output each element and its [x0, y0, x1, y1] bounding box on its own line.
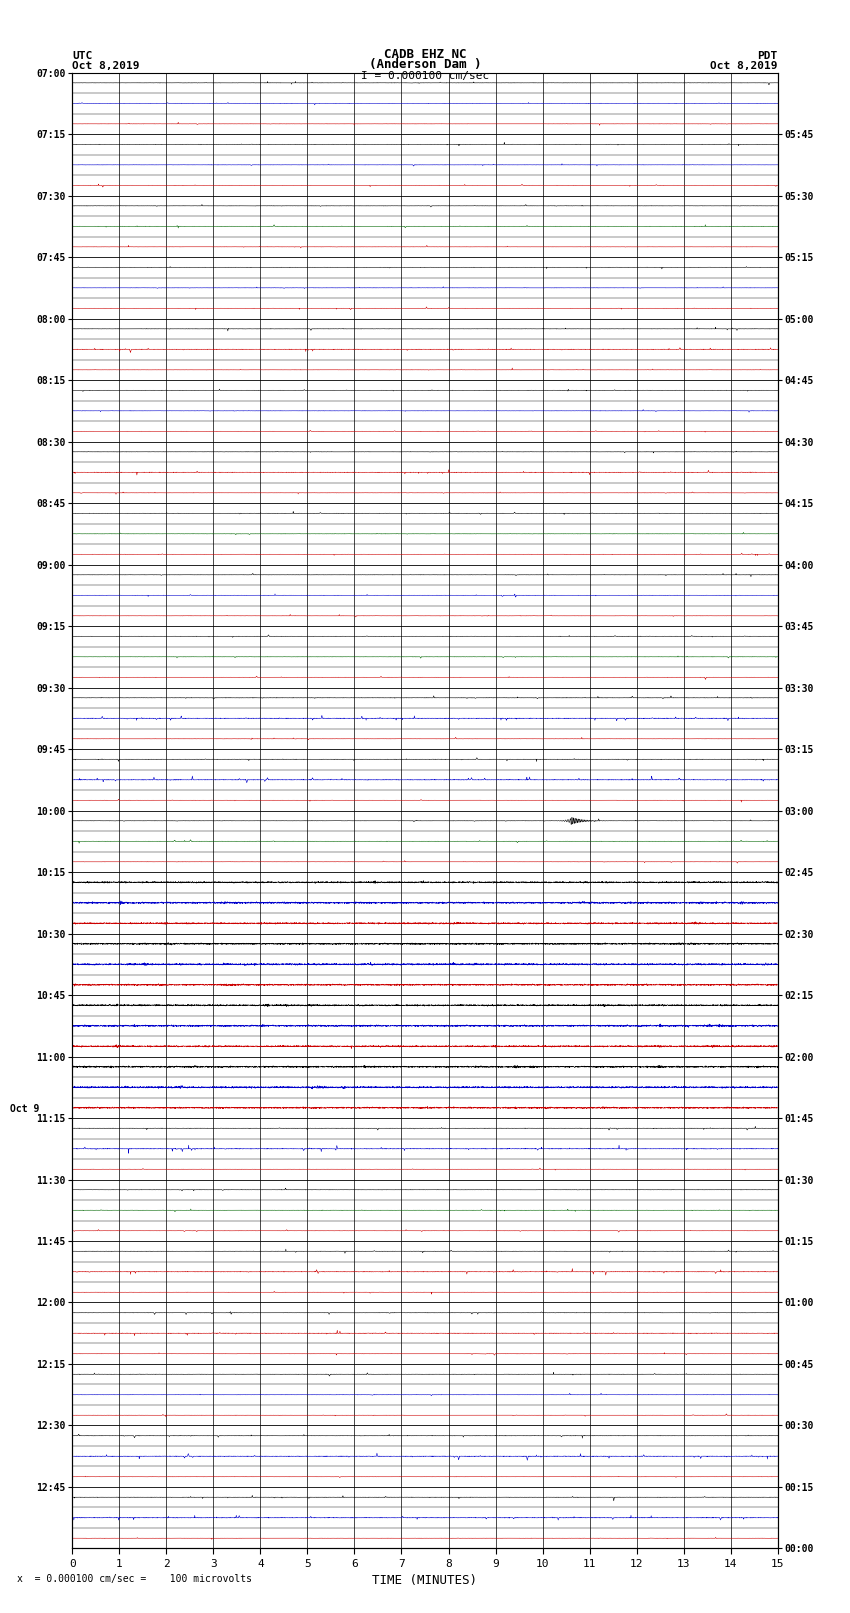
Text: (Anderson Dam ): (Anderson Dam ) — [369, 58, 481, 71]
Text: CADB EHZ NC: CADB EHZ NC — [383, 48, 467, 61]
Text: I = 0.000100 cm/sec: I = 0.000100 cm/sec — [361, 71, 489, 81]
X-axis label: TIME (MINUTES): TIME (MINUTES) — [372, 1574, 478, 1587]
Text: PDT: PDT — [757, 52, 778, 61]
Text: Oct 9: Oct 9 — [10, 1103, 39, 1115]
Text: UTC: UTC — [72, 52, 93, 61]
Text: Oct 8,2019: Oct 8,2019 — [711, 61, 778, 71]
Text: x  = 0.000100 cm/sec =    100 microvolts: x = 0.000100 cm/sec = 100 microvolts — [17, 1574, 252, 1584]
Text: Oct 8,2019: Oct 8,2019 — [72, 61, 139, 71]
